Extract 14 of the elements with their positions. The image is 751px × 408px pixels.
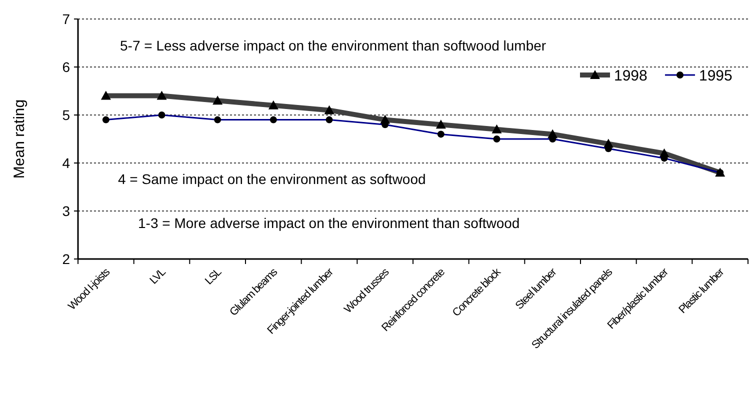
y-tick-label: 5 [62, 106, 70, 123]
y-tick-label: 7 [62, 10, 70, 27]
y-tick-label: 6 [62, 58, 70, 75]
y-axis-title: Mean rating [11, 99, 28, 179]
annotation: 5-7 = Less adverse impact on the environment than softwood lumber [120, 37, 546, 54]
legend-label: 1995 [699, 67, 732, 84]
y-tick-label: 4 [62, 154, 70, 171]
legend-label: 1998 [614, 67, 648, 84]
annotation: 4 = Same impact on the environment as softwood [118, 171, 426, 188]
x-tick-label: LSL [203, 266, 224, 288]
y-tick-label: 2 [62, 250, 70, 267]
x-tick-label: LVL [148, 266, 168, 287]
y-tick-label: 3 [62, 202, 70, 219]
annotation: 1-3 = More adverse impact on the environment than softwood [138, 214, 520, 231]
